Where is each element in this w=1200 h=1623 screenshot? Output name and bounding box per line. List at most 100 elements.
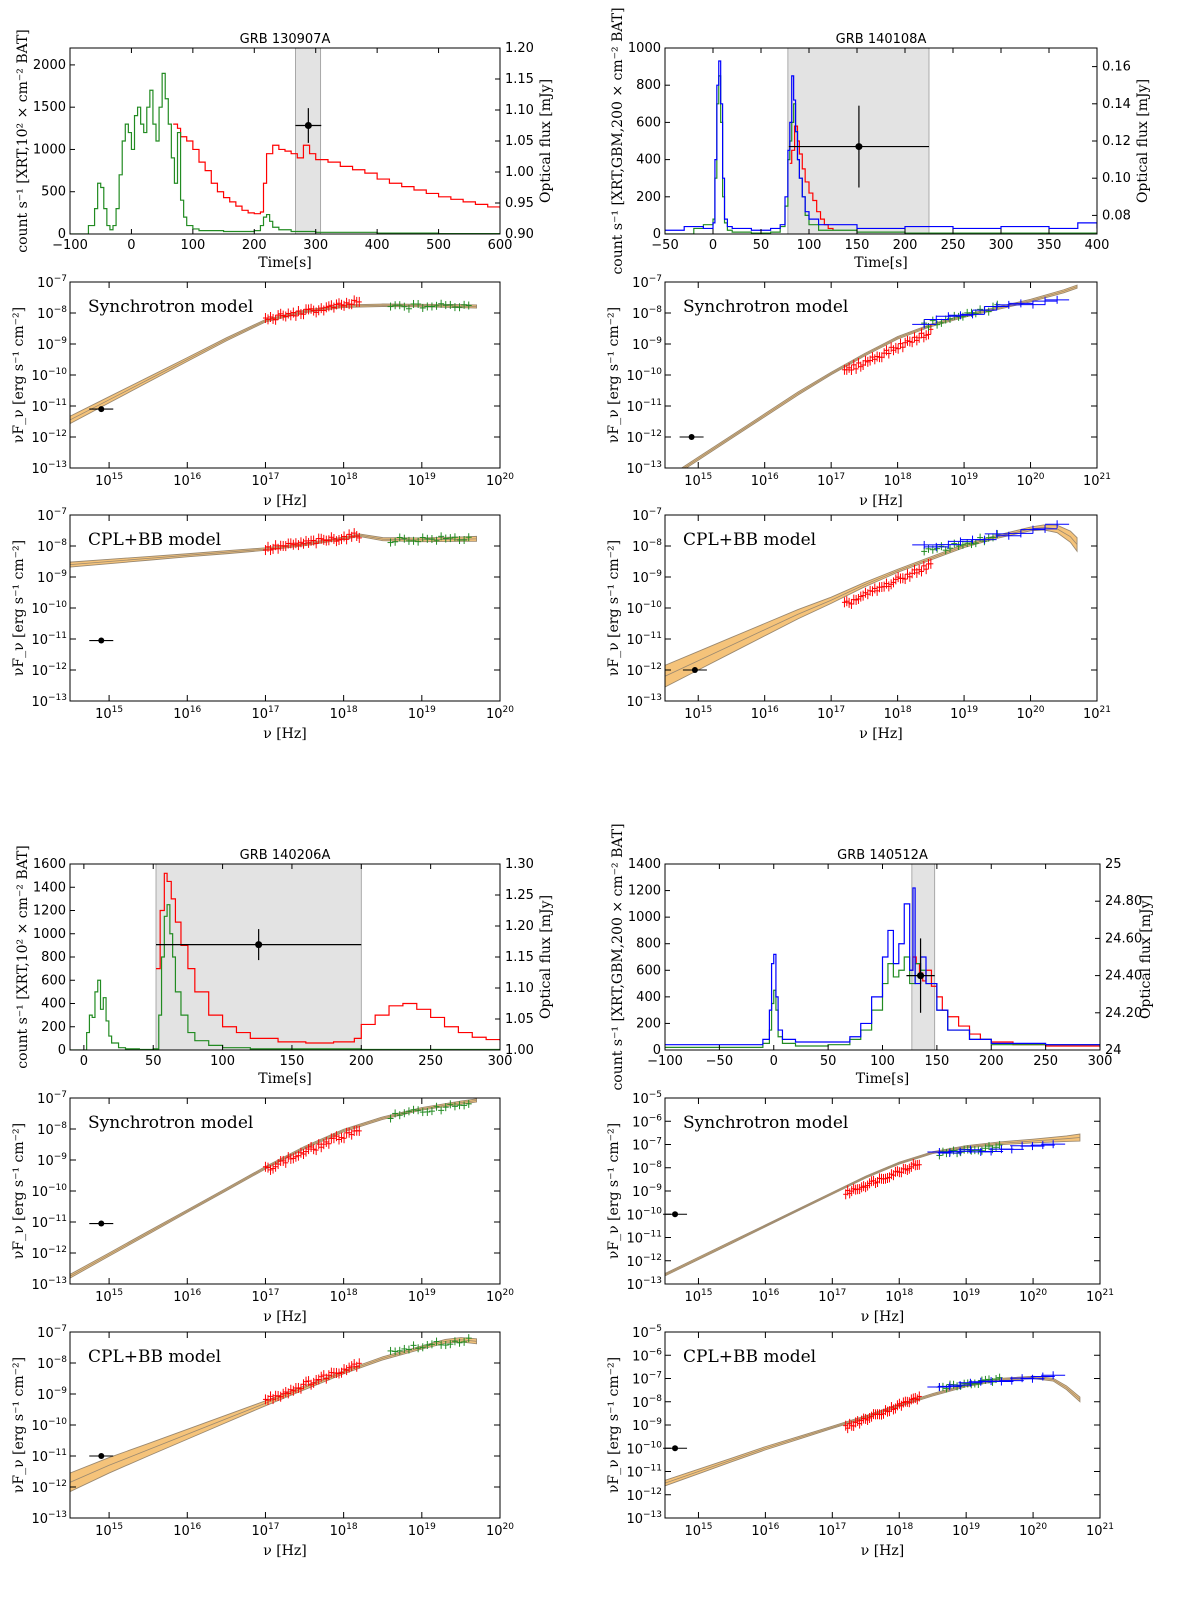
lc_140512A-ytick-label: 1200: [628, 884, 661, 899]
lc_130907A-series-xrt: [173, 123, 500, 215]
sed_140512A_sync-model-band: [665, 1133, 1081, 1277]
sed_130907A_cplbb-xlabel: ν [Hz]: [263, 726, 306, 742]
lc_140512A-ytick-label: 200: [636, 1016, 661, 1031]
lc_140206A-ylabel: count s⁻¹ [XRT,10² × cm⁻² BAT]: [15, 845, 31, 1069]
sed_140108A_sync-data-gbm: [912, 295, 1070, 329]
sed_140108A_sync-ytick-label: 10−8: [632, 305, 662, 322]
lc_140108A-y2label: Optical flux [mJy]: [1135, 79, 1151, 203]
lc_140108A-ytick-label: 200: [636, 190, 661, 205]
sed_140108A_cplbb-ytick-label: 10−8: [632, 538, 662, 555]
lc_140108A-xtick-label: 100: [797, 238, 822, 253]
lc_140108A-ytick-label: 400: [636, 153, 661, 168]
lc_140206A-xtick-label: 200: [349, 1054, 374, 1069]
lc_140512A-y2tick-label: 24: [1105, 1043, 1122, 1058]
lc_130907A-ylabel: count s⁻¹ [XRT,10² × cm⁻² BAT]: [15, 29, 31, 253]
lc_140512A-xtick-label: 0: [770, 1054, 778, 1069]
sed_140108A_cplbb-model-line: [665, 526, 1078, 677]
sed_140512A_sync-ytick-label: 10−10: [626, 1206, 662, 1223]
sed_140206A_sync-xlabel: ν [Hz]: [263, 1309, 306, 1325]
sed_130907A_sync-xtick-label: 1020: [486, 472, 514, 489]
lc_140206A-y2tick-label: 1.05: [505, 1012, 534, 1027]
lc_130907A-xtick-label: 300: [303, 238, 328, 253]
lc_130907A-y2tick-label: 1.00: [505, 165, 534, 180]
sed_140108A_cplbb-data-xrt: [841, 558, 934, 609]
sed_140108A_cplbb-xtick-label: 1021: [1083, 705, 1111, 722]
sed_140206A_cplbb-ylabel: νF_ν [erg s⁻¹ cm⁻²]: [11, 1357, 27, 1493]
sed_130907A_cplbb-ytick-label: 10−7: [37, 507, 67, 524]
lc_140512A-ytick-label: 0: [653, 1043, 661, 1058]
sed_140206A_cplbb-ytick-label: 10−9: [37, 1386, 67, 1403]
sed_140512A_cplbb-ytick-label: 10−10: [626, 1440, 662, 1457]
sed_140108A_cplbb-optical-point: [691, 667, 698, 673]
sed_130907A_cplbb-xtick-label: 1016: [173, 705, 201, 722]
sed_130907A_sync-xtick-label: 1015: [95, 472, 123, 489]
sed_140512A_sync-ytick-label: 10−11: [626, 1230, 662, 1247]
sed_140512A_cplbb-xtick-label: 1017: [818, 1522, 846, 1539]
sed_140512A_cplbb-xtick-label: 1021: [1086, 1522, 1114, 1539]
lc_140206A-xtick-label: 300: [488, 1054, 513, 1069]
sed_130907A_cplbb-ytick-label: 10−10: [31, 600, 67, 617]
sed_140206A_sync-panel: 1015 1016 1017 1018 1019 1020 10−13 10−12 10−11 1…: [11, 1090, 514, 1325]
sed_140108A_sync-xtick-label: 1020: [1017, 472, 1045, 489]
lc_140512A-xtick-label: −50: [706, 1054, 733, 1069]
lc_130907A-xlabel: Time[s]: [258, 255, 311, 271]
sed_130907A_sync-optical-point: [98, 406, 105, 413]
lc_140108A-xtick-label: 350: [1037, 238, 1062, 253]
sed_130907A_cplbb-ytick-label: 10−8: [37, 538, 67, 555]
lc_130907A-xtick-label: 600: [488, 238, 513, 253]
lc_140206A-xtick-label: 250: [418, 1054, 443, 1069]
sed_140512A_sync-optical-point: [672, 1211, 679, 1218]
lc_130907A-y2tick-label: 1.10: [505, 103, 534, 118]
lc_140206A-ytick-label: 400: [41, 997, 66, 1012]
sed_140512A_sync-ytick-label: 10−8: [632, 1160, 662, 1177]
sed_140108A_cplbb-ytick-label: 10−13: [626, 693, 662, 710]
lc_140108A-y2tick-label: 0.16: [1102, 60, 1131, 75]
sed_140512A_cplbb-ytick-label: 10−9: [632, 1417, 662, 1434]
sed_140512A_sync-model-line: [665, 1137, 1080, 1276]
lc_130907A-y2tick-label: 0.90: [505, 227, 534, 242]
sed_130907A_cplbb-xtick-label: 1018: [330, 705, 358, 722]
sed_130907A_sync-xtick-label: 1017: [251, 472, 279, 489]
sed_140512A_cplbb-ytick-label: 10−8: [632, 1394, 662, 1411]
sed_140512A_cplbb-ytick-label: 10−12: [626, 1487, 662, 1504]
sed_140206A_sync-ytick-label: 10−9: [37, 1152, 67, 1169]
lc_140108A-optical-point: [855, 143, 863, 151]
sed_140512A_cplbb-model-label: CPL+BB model: [683, 1347, 816, 1367]
sed_140206A_cplbb-xtick-label: 1017: [251, 1522, 279, 1539]
lc_140108A-xtick-label: 0: [709, 238, 717, 253]
sed_140206A_cplbb-xtick-label: 1020: [486, 1522, 514, 1539]
lc_140108A-ytick-label: 800: [636, 78, 661, 93]
sed_140206A_sync-ytick-label: 10−10: [31, 1183, 67, 1200]
sed_130907A_sync-ytick-label: 10−11: [31, 398, 67, 415]
lc_140512A-ytick-label: 1400: [628, 857, 661, 872]
sed_130907A_sync-model-label: Synchrotron model: [88, 297, 253, 317]
lc_140512A-y2tick-label: 24.80: [1105, 894, 1142, 909]
sed_140206A_cplbb-data-bat: [387, 1334, 472, 1356]
sed_140512A_sync-ytick-label: 10−7: [632, 1137, 662, 1154]
lc_130907A-ytick-label: 1000: [33, 142, 66, 157]
lc_140108A-ytick-label: 1000: [628, 41, 661, 56]
lc_140108A-y2tick-label: 0.08: [1102, 208, 1131, 223]
sed_140108A_sync-ytick-label: 10−7: [632, 274, 662, 291]
sed_140512A_sync-model-label: Synchrotron model: [683, 1113, 848, 1133]
lc_140108A-xtick-label: 200: [893, 238, 918, 253]
sed_140108A_sync-xtick-label: 1019: [950, 472, 978, 489]
sed_140108A_cplbb-xtick-label: 1018: [884, 705, 912, 722]
sed_140512A_sync-ytick-label: 10−13: [626, 1276, 662, 1293]
sed_130907A_sync-model-band: [70, 303, 477, 425]
sed_140512A_sync-data-xrt: [843, 1159, 922, 1200]
lc_140108A-xtick-label: 150: [845, 238, 870, 253]
lc_140206A-xtick-label: 100: [210, 1054, 235, 1069]
lc_140108A-xtick-label: 400: [1085, 238, 1110, 253]
lc_130907A-y2tick-label: 1.15: [505, 72, 534, 87]
sed_140108A_cplbb-panel: 1015 1016 1017 1018 1019 1020 1021 10−13 10−12 10…: [606, 507, 1111, 742]
lc_140512A-y2label: Optical flux [mJy]: [1138, 895, 1154, 1019]
lc_140108A-y2tick-label: 0.14: [1102, 97, 1131, 112]
sed_140512A_sync-xtick-label: 1020: [1019, 1288, 1047, 1305]
lc_140206A-ytick-label: 800: [41, 950, 66, 965]
lc_140512A-xlabel: Time[s]: [856, 1071, 909, 1087]
sed_130907A_cplbb-model-band: [70, 533, 477, 568]
sed_140512A_cplbb-panel: 1015 1016 1017 1018 1019 1020 1021 10−13 10−12 10…: [606, 1324, 1114, 1559]
sed_130907A_sync-xtick-label: 1018: [330, 472, 358, 489]
lc_130907A-title: GRB 130907A: [240, 32, 331, 47]
